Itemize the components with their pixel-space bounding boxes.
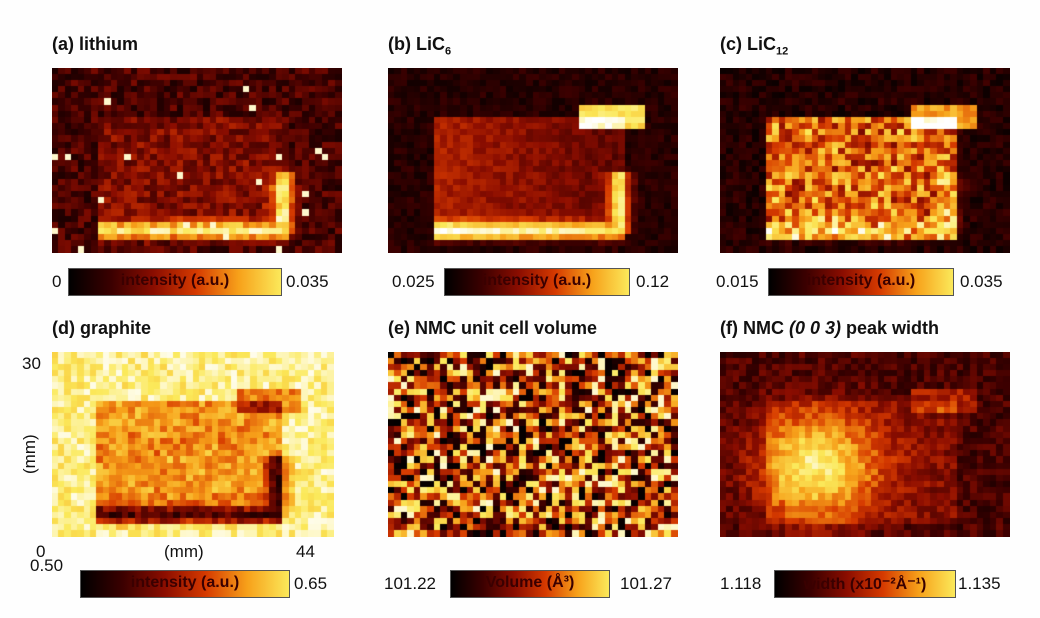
- heatmap-b: [388, 68, 678, 253]
- y-axis-label: (mm): [20, 434, 39, 474]
- heatmap-e: [388, 352, 678, 537]
- colorbar-max: 1.135: [958, 574, 1001, 593]
- panel-title: (d) graphite: [52, 318, 151, 338]
- colorbar-max: 0.035: [960, 272, 1003, 291]
- x-axis-label: (mm): [164, 542, 204, 561]
- panel-title: (b) LiC6: [388, 34, 452, 58]
- panel-c: (c) LiC12 0.015 intensity (a.u.) 0.035: [716, 34, 1030, 324]
- colorbar-label: Volume (Å³): [485, 574, 575, 591]
- panel-title: (e) NMC unit cell volume: [388, 318, 598, 338]
- colorbar-min: 0.025: [392, 272, 435, 291]
- colorbar-min: 0.50: [30, 556, 64, 575]
- colorbar-e: Volume (Å³): [450, 570, 610, 598]
- colorbar-max: 0.12: [636, 272, 670, 291]
- colorbar-label: intensity (a.u.): [482, 272, 592, 289]
- colorbar-max: 101.27: [620, 574, 672, 593]
- heatmap-a: [52, 68, 342, 253]
- x-axis-min: 0: [36, 542, 46, 561]
- colorbar-f: width (x10⁻²Å⁻¹): [774, 570, 956, 598]
- colorbar-label: intensity (a.u.): [120, 272, 230, 289]
- colorbar-b: intensity (a.u.): [444, 268, 630, 296]
- panel-a: (a) lithium 0 intensity (a.u.) 0.035: [52, 34, 362, 324]
- colorbar-min: 0.015: [716, 272, 759, 291]
- heatmap-f: [720, 352, 1010, 537]
- colorbar-label: width (x10⁻²Å⁻¹): [803, 576, 927, 593]
- panel-title: (c) LiC12: [720, 34, 789, 58]
- panel-f: (f) NMC (0 0 3) peak width 1.118 width (…: [720, 318, 1030, 608]
- x-axis-max: 44: [296, 542, 315, 561]
- colorbar-max: 0.65: [294, 574, 328, 593]
- panel-d: (d) graphite 0.50 intensity (a.u.) 0.65: [30, 318, 362, 608]
- colorbar-min: 0: [52, 272, 62, 291]
- colorbar-d: intensity (a.u.): [80, 570, 290, 598]
- panel-title: (f) NMC (0 0 3) peak width: [720, 318, 940, 338]
- colorbar-label: intensity (a.u.): [806, 272, 916, 289]
- panel-title: (a) lithium: [52, 34, 138, 54]
- y-axis-max: 30: [22, 354, 41, 373]
- colorbar-label: intensity (a.u.): [130, 574, 240, 591]
- colorbar-min: 101.22: [384, 574, 436, 593]
- colorbar-min: 1.118: [720, 574, 762, 593]
- colorbar-c: intensity (a.u.): [768, 268, 954, 296]
- heatmap-c: [720, 68, 1010, 253]
- colorbar-max: 0.035: [286, 272, 329, 291]
- panel-e: (e) NMC unit cell volume 101.22 Volume (…: [384, 318, 698, 608]
- heatmap-d: [52, 352, 334, 537]
- colorbar-a: intensity (a.u.): [68, 268, 282, 296]
- panel-b: (b) LiC6 0.025 intensity (a.u.) 0.12: [388, 34, 698, 324]
